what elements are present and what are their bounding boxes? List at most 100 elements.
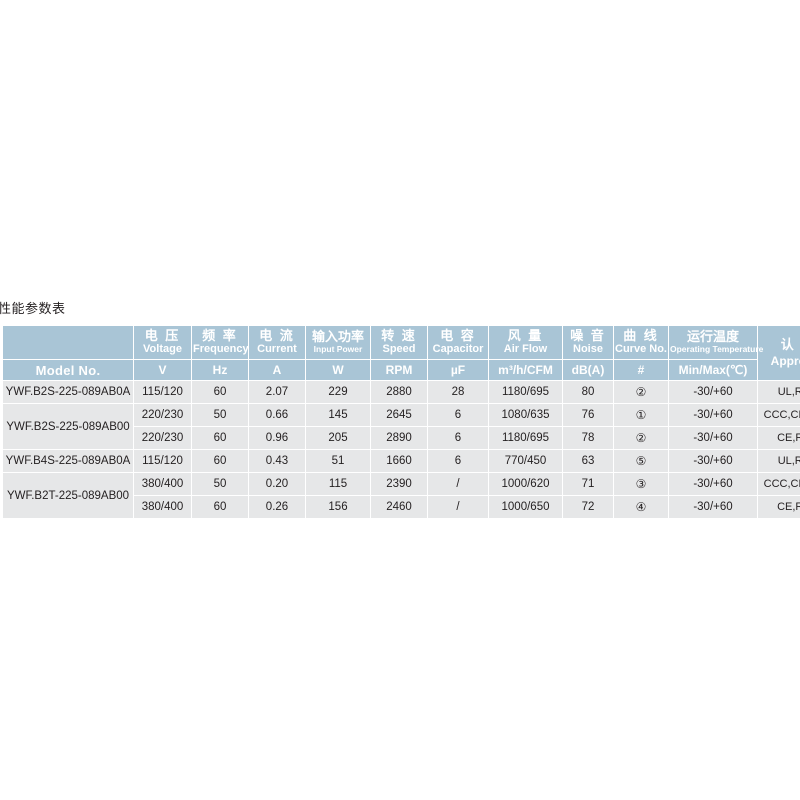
cell-speed: 2390 <box>371 473 427 496</box>
header-label-cn-voltage: 电 压 <box>144 328 181 343</box>
header-cell-curve: 曲 线 Curve No. <box>614 326 668 360</box>
header-cell-airflow: 风 量 Air Flow <box>489 326 562 360</box>
cell-voltage: 220/230 <box>134 404 191 427</box>
header-cell-current: 电 流 Current <box>249 326 305 360</box>
cell-power: 205 <box>306 427 370 450</box>
header-label-en-airflow: Air Flow <box>503 342 548 355</box>
header-label-en-approvals: Approvals <box>770 353 800 368</box>
cell-frequency: 60 <box>192 450 248 473</box>
header-cell-model <box>3 326 133 360</box>
cell-curve: ② <box>614 427 668 450</box>
cell-frequency: 60 <box>192 381 248 404</box>
header-label-en-power: Input Power <box>313 343 363 354</box>
cell-capacitor: 6 <box>428 427 488 450</box>
cell-speed: 1660 <box>371 450 427 473</box>
header-cell-speed: 转 速 Speed <box>371 326 427 360</box>
header-unit-capacitor: µF <box>428 360 488 381</box>
cell-capacitor: 28 <box>428 381 488 404</box>
cell-temp: -30/+60 <box>669 404 757 427</box>
header-label-en-frequency: Frequency <box>193 342 249 355</box>
cell-current: 0.96 <box>249 427 305 450</box>
cell-current: 0.43 <box>249 450 305 473</box>
page-title: 性能参数表 <box>0 301 66 316</box>
cell-current: 0.20 <box>249 473 305 496</box>
cell-power: 156 <box>306 496 370 519</box>
header-cell-power: 输入功率 Input Power <box>306 326 370 360</box>
cell-temp: -30/+60 <box>669 473 757 496</box>
cell-voltage: 380/400 <box>134 473 191 496</box>
cell-voltage: 380/400 <box>134 496 191 519</box>
cell-curve: ③ <box>614 473 668 496</box>
cell-frequency: 60 <box>192 427 248 450</box>
cell-temp: -30/+60 <box>669 381 757 404</box>
header-unit-airflow: m³/h/CFM <box>489 360 562 381</box>
cell-temp: -30/+60 <box>669 427 757 450</box>
cell-airflow: 1180/695 <box>489 381 562 404</box>
cell-voltage: 115/120 <box>134 381 191 404</box>
header-unit-current: A <box>249 360 305 381</box>
cell-capacitor: / <box>428 496 488 519</box>
cell-voltage: 115/120 <box>134 450 191 473</box>
cell-noise: 72 <box>563 496 613 519</box>
cell-power: 229 <box>306 381 370 404</box>
header-label-cn-noise: 噪 音 <box>570 328 606 343</box>
header-row-units: Model No. V Hz A W RPM µF m³/h/CFM dB(A) # Min/Max… <box>3 360 800 381</box>
cell-model: YWF.B4S-225-089AB0A <box>3 450 133 473</box>
header-cell-voltage: 电 压 Voltage <box>134 326 191 360</box>
cell-noise: 78 <box>563 427 613 450</box>
cell-current: 2.07 <box>249 381 305 404</box>
cell-current: 0.66 <box>249 404 305 427</box>
cell-current: 0.26 <box>249 496 305 519</box>
cell-power: 115 <box>306 473 370 496</box>
cell-approvals: CE,RoHs <box>758 496 800 519</box>
cell-speed: 2460 <box>371 496 427 519</box>
cell-power: 145 <box>306 404 370 427</box>
header-label-cn-speed: 转 速 <box>381 328 417 343</box>
cell-airflow: 1000/620 <box>489 473 562 496</box>
cell-model: YWF.B2S-225-089AB0A <box>3 381 133 404</box>
cell-approvals: CE,RoHs <box>758 427 800 450</box>
header-label-en-curve: Curve No. <box>615 342 667 355</box>
table-head: 电 压 Voltage 频 率 Frequency 电 流 Current 输入功率 Inpu… <box>3 326 800 381</box>
cell-noise: 63 <box>563 450 613 473</box>
cell-speed: 2890 <box>371 427 427 450</box>
cell-model: YWF.B2T-225-089AB00 <box>3 473 133 519</box>
cell-approvals: CCC,CE,RoHs <box>758 473 800 496</box>
header-label-cn-airflow: 风 量 <box>507 328 544 343</box>
header-unit-voltage: V <box>134 360 191 381</box>
header-label-en-voltage: Voltage <box>143 342 182 355</box>
table-body: YWF.B2S-225-089AB0A 115/120 60 2.07 229 2880 2… <box>3 381 800 519</box>
header-cell-noise: 噪 音 Noise <box>563 326 613 360</box>
cell-airflow: 1180/695 <box>489 427 562 450</box>
header-unit-noise: dB(A) <box>563 360 613 381</box>
table-row: 380/400 60 0.26 156 2460/1000/650 72 ④ -30/+60 C… <box>3 496 800 519</box>
cell-temp: -30/+60 <box>669 450 757 473</box>
header-unit-power: W <box>306 360 370 381</box>
cell-voltage: 220/230 <box>134 427 191 450</box>
header-cell-frequency: 频 率 Frequency <box>192 326 249 360</box>
header-cell-approvals: 认 证Approvals <box>758 326 800 381</box>
cell-frequency: 60 <box>192 496 248 519</box>
cell-speed: 2645 <box>371 404 427 427</box>
cell-power: 51 <box>306 450 370 473</box>
header-unit-curve: # <box>614 360 668 381</box>
header-unit-temp: Min/Max(℃) <box>669 360 757 381</box>
header-label-en-capacitor: Capacitor <box>432 342 484 355</box>
header-label-cn-frequency: 频 率 <box>202 328 238 343</box>
cell-curve: ② <box>614 381 668 404</box>
cell-approvals: UL,RoHs <box>758 450 800 473</box>
table-row: 220/230 60 0.96 205 2890 6 1180/695 78 ② -30/+60 C… <box>3 427 800 450</box>
performance-parameters-table: 电 压 Voltage 频 率 Frequency 电 流 Current 输入功率 Inpu… <box>2 325 800 519</box>
table-row: YWF.B2S-225-089AB00 220/230 50 0.66 145 2645 6… <box>3 404 800 450</box>
header-label-cn-power: 输入功率 <box>311 329 364 345</box>
header-unit-frequency: Hz <box>192 360 248 381</box>
header-label-cn-curve: 曲 线 <box>623 328 659 343</box>
header-label-en-noise: Noise <box>573 342 603 355</box>
cell-approvals: CCC,CE,RoHs <box>758 404 800 427</box>
cell-frequency: 50 <box>192 404 248 427</box>
cell-airflow: 1080/635 <box>489 404 562 427</box>
header-label-en-current: Current <box>257 342 297 355</box>
header-unit-model: Model No. <box>3 360 133 381</box>
table-row: YWF.B2S-225-089AB0A 115/120 60 2.07 229 2880 2… <box>3 381 800 404</box>
